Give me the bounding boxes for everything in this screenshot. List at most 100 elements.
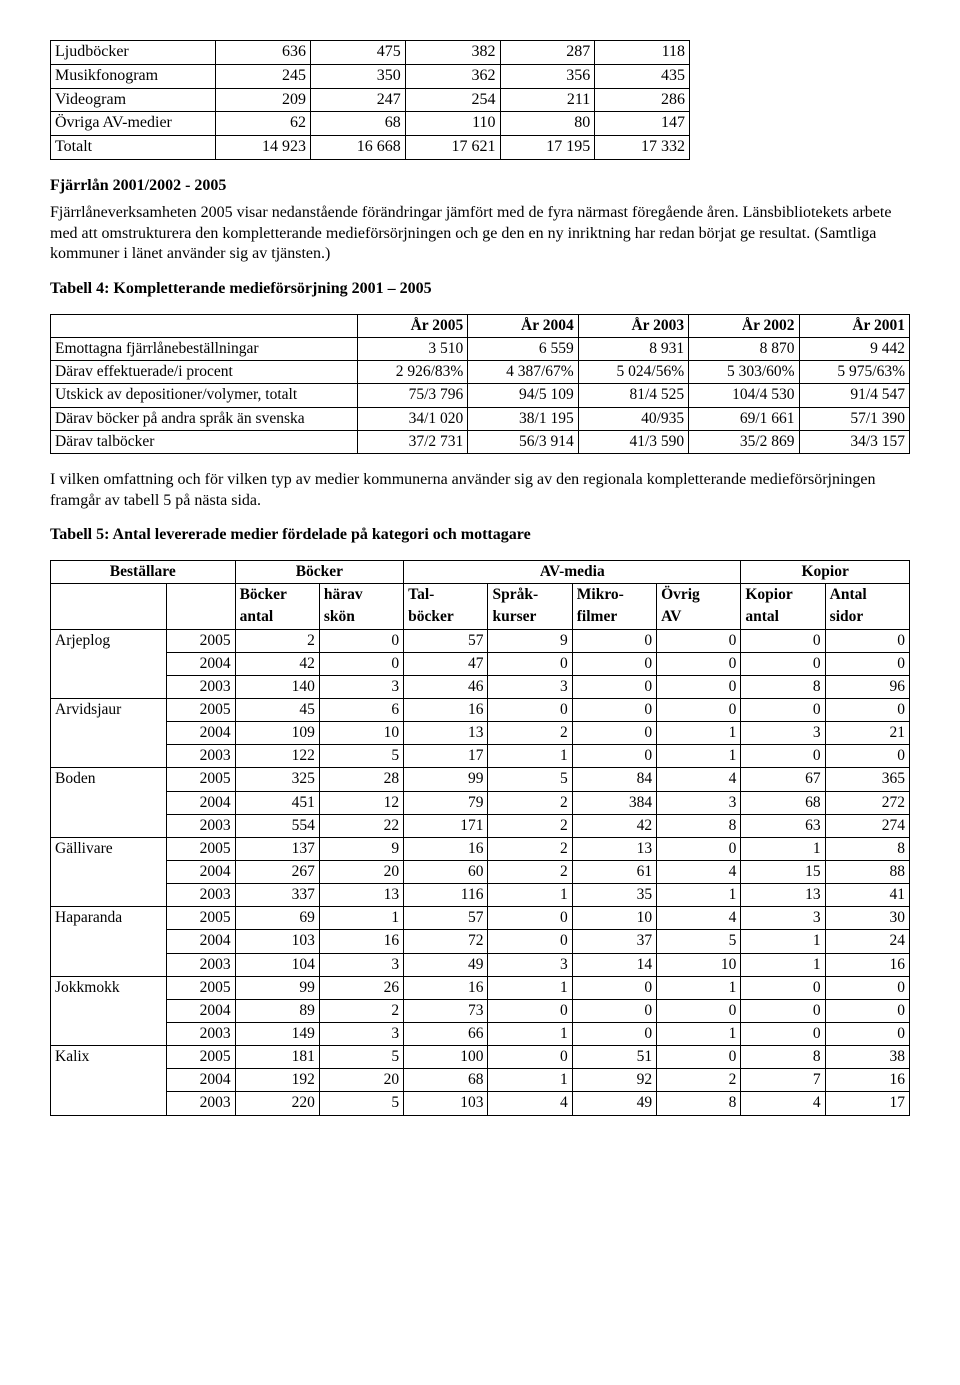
table4-post-para: I vilken omfattning och för vilken typ a… [50,470,910,512]
cell: 96 [825,675,909,698]
cell: 116 [404,884,488,907]
row-label: Övriga AV-medier [51,112,216,136]
cell: 28 [319,768,403,791]
cell: 16 [404,699,488,722]
cell: 1 [319,907,403,930]
cell: 26 [319,976,403,999]
cell: 0 [741,999,825,1022]
cell: 4 387/67% [468,361,578,384]
row-label: Videogram [51,88,216,112]
cell: 1 [741,930,825,953]
cell: 0 [825,999,909,1022]
sub-header: AV [657,606,741,629]
cell: 5 [319,1092,403,1115]
cell: 1 [741,953,825,976]
year-cell: 2003 [167,814,235,837]
cell: 42 [572,814,656,837]
cell: 34/1 020 [357,407,467,430]
cell: 3 [488,675,572,698]
cell: 16 [825,953,909,976]
cell: 63 [741,814,825,837]
cell: 267 [235,861,319,884]
cell: 17 621 [405,136,500,160]
cell: 0 [488,907,572,930]
col-header: År 2005 [357,314,467,337]
sub-header: böcker [404,606,488,629]
col-header: År 2003 [578,314,688,337]
cell: 2 [488,722,572,745]
row-label: Ljudböcker [51,41,216,65]
cell: 15 [741,861,825,884]
cell: 2 [488,791,572,814]
municipality: Kalix [51,1046,167,1115]
section-heading: Fjärrlån 2001/2002 - 2005 [50,176,910,197]
cell: 37 [572,930,656,953]
sub-header: Språk- [488,584,572,607]
cell: 92 [572,1069,656,1092]
cell: 0 [825,629,909,652]
cell: 13 [741,884,825,907]
sub-header: kurser [488,606,572,629]
cell: 40/935 [578,407,688,430]
cell: 0 [741,745,825,768]
cell: 45 [235,699,319,722]
cell: 46 [404,675,488,698]
group-header: AV-media [404,561,741,584]
cell: 0 [657,629,741,652]
cell: 16 [825,1069,909,1092]
cell: 365 [825,768,909,791]
cell: 247 [311,88,406,112]
cell: 14 923 [216,136,311,160]
cell: 4 [488,1092,572,1115]
cell: 1 [488,976,572,999]
municipality: Arvidsjaur [51,699,167,768]
cell: 3 [488,953,572,976]
table-top: Ljudböcker636475382287118Musikfonogram24… [50,40,690,160]
row-label: Därav talböcker [51,430,358,453]
sub-header: sidor [825,606,909,629]
cell: 49 [404,953,488,976]
year-cell: 2005 [167,699,235,722]
cell: 2 [235,629,319,652]
cell: 356 [500,64,595,88]
cell: 89 [235,999,319,1022]
municipality: Gällivare [51,837,167,906]
cell: 0 [319,629,403,652]
cell: 5 [319,745,403,768]
cell: 362 [405,64,500,88]
year-cell: 2005 [167,1046,235,1069]
cell: 57 [404,907,488,930]
cell: 88 [825,861,909,884]
cell: 1 [657,1023,741,1046]
sub-header: antal [235,606,319,629]
cell: 69 [235,907,319,930]
cell: 451 [235,791,319,814]
row-label: Därav böcker på andra språk än svenska [51,407,358,430]
cell: 30 [825,907,909,930]
cell: 554 [235,814,319,837]
cell: 382 [405,41,500,65]
cell: 75/3 796 [357,384,467,407]
cell: 2 [488,814,572,837]
cell: 20 [319,861,403,884]
year-cell: 2003 [167,675,235,698]
cell: 5 [488,768,572,791]
cell: 57 [404,629,488,652]
cell: 211 [500,88,595,112]
cell: 6 559 [468,338,578,361]
cell: 41 [825,884,909,907]
cell: 0 [488,930,572,953]
cell: 0 [319,652,403,675]
cell: 68 [741,791,825,814]
year-cell: 2004 [167,652,235,675]
cell: 110 [405,112,500,136]
cell: 1 [657,745,741,768]
cell: 9 442 [799,338,909,361]
cell: 14 [572,953,656,976]
sub-header [51,606,167,629]
row-label: Totalt [51,136,216,160]
group-header: Beställare [51,561,236,584]
sub-header: Böcker [235,584,319,607]
cell: 8 [741,1046,825,1069]
row-label: Emottagna fjärrlånebeställningar [51,338,358,361]
